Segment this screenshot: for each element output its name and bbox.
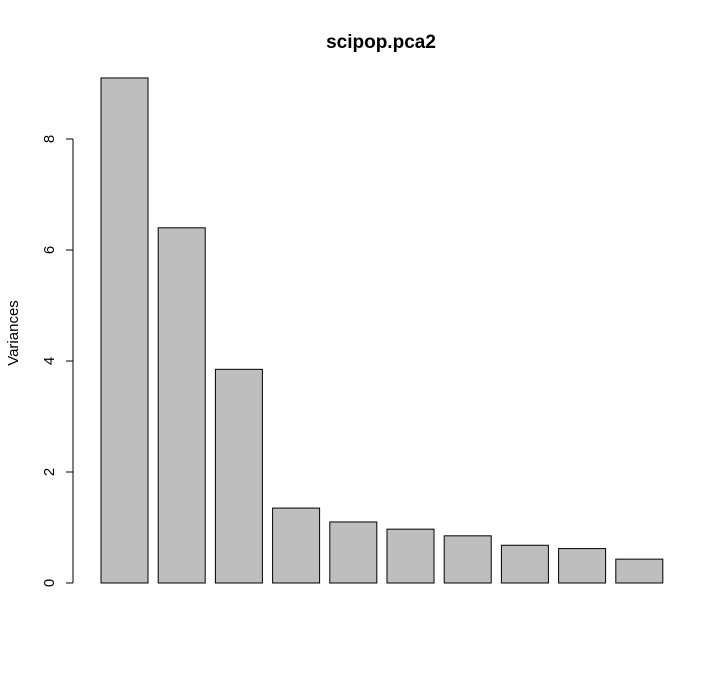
chart-title: scipop.pca2 [326,32,436,53]
bar-2 [157,227,206,584]
y-ticks: 0 2 4 6 8 [41,135,73,587]
y-tick-label: 4 [41,357,58,365]
y-tick-label: 2 [41,468,58,476]
y-tick-label: 6 [41,246,58,254]
bar-7 [443,535,492,584]
y-tick-label: 0 [41,579,58,587]
bars [100,77,664,584]
bar-5 [329,521,378,584]
bar-6 [386,528,435,584]
y-axis-label: Variances [5,300,22,366]
bar-3 [214,368,263,584]
bar-10 [615,558,664,584]
y-tick-label: 8 [41,135,58,143]
bar-8 [500,544,549,584]
bar-4 [272,507,321,584]
bar-1 [100,77,149,584]
bar-9 [558,548,607,584]
